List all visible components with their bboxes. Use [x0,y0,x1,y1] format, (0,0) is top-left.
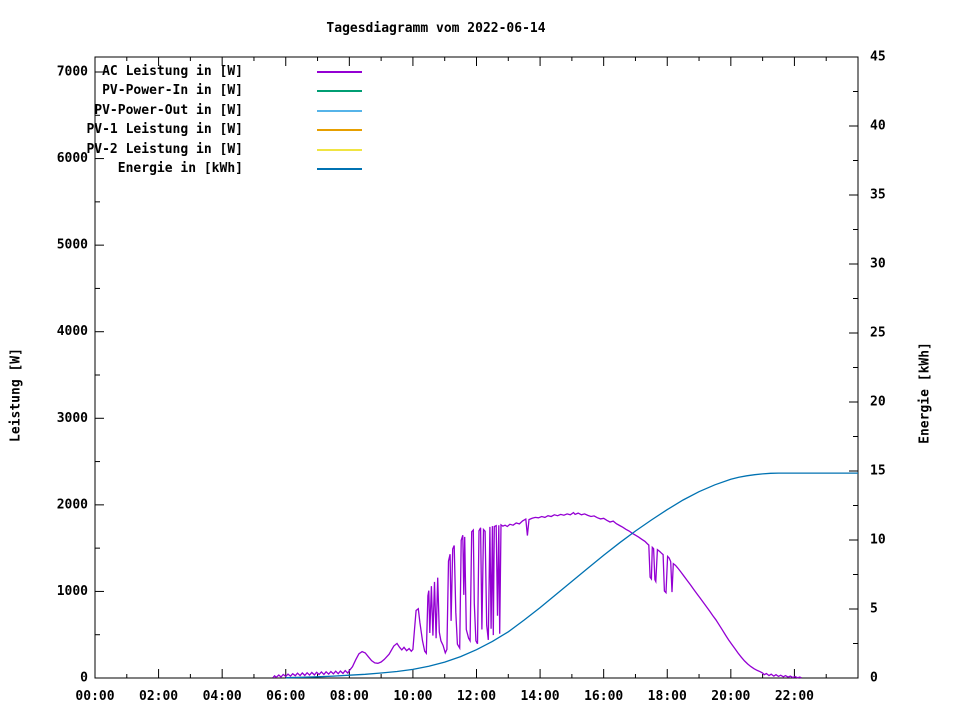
x-axis-tick-label: 12:00 [457,689,496,704]
chart-title: Tagesdiagramm vom 2022-06-14 [326,21,546,36]
right-axis-tick-label: 30 [870,257,886,272]
x-axis-tick-label: 06:00 [266,689,305,704]
x-axis-tick-label: 08:00 [330,689,369,704]
x-axis-tick-label: 18:00 [648,689,687,704]
left-axis-tick-label: 4000 [57,324,88,339]
x-axis-tick-label: 22:00 [775,689,814,704]
legend-label: PV-1 Leistung in [W] [86,122,243,137]
x-axis-tick-label: 16:00 [584,689,623,704]
left-axis-tick-label: 7000 [57,65,88,80]
legend-line-sample [317,168,362,170]
series-line-ac-leistung-in-w [272,511,802,679]
legend-line-sample [317,129,362,131]
legend-label: PV-Power-In in [W] [102,83,243,98]
x-axis-tick-label: 10:00 [393,689,432,704]
legend-label: PV-2 Leistung in [W] [86,142,243,157]
legend-line-sample [317,90,362,92]
x-axis-tick-label: 20:00 [711,689,750,704]
legend-line-sample [317,71,362,73]
legend-label: PV-Power-Out in [W] [94,103,243,118]
legend-line-sample [317,149,362,151]
right-axis-tick-label: 40 [870,119,886,134]
left-axis-tick-label: 6000 [57,151,88,166]
left-axis-label: Leistung [W] [8,348,24,442]
right-axis-tick-label: 45 [870,50,886,65]
right-axis-label: Energie [kWh] [917,342,933,444]
right-axis-tick-label: 5 [870,602,878,617]
left-axis-tick-label: 0 [80,671,88,686]
series-line-energie-in-kwh [285,472,858,679]
right-axis-tick-label: 35 [870,188,886,203]
right-axis-tick-label: 25 [870,326,886,341]
x-axis-tick-label: 02:00 [139,689,178,704]
left-axis-tick-label: 3000 [57,411,88,426]
x-axis-tick-label: 00:00 [75,689,114,704]
right-axis-tick-label: 20 [870,395,886,410]
x-axis-tick-label: 04:00 [203,689,242,704]
left-axis-tick-label: 5000 [57,238,88,253]
right-axis-tick-label: 0 [870,671,878,686]
left-axis-tick-label: 1000 [57,584,88,599]
right-axis-tick-label: 15 [870,464,886,479]
legend-label: AC Leistung in [W] [102,64,243,79]
x-axis-tick-label: 14:00 [521,689,560,704]
right-axis-tick-label: 10 [870,533,886,548]
legend-label: Energie in [kWh] [117,161,243,176]
left-axis-tick-label: 2000 [57,497,88,512]
legend-line-sample [317,110,362,112]
